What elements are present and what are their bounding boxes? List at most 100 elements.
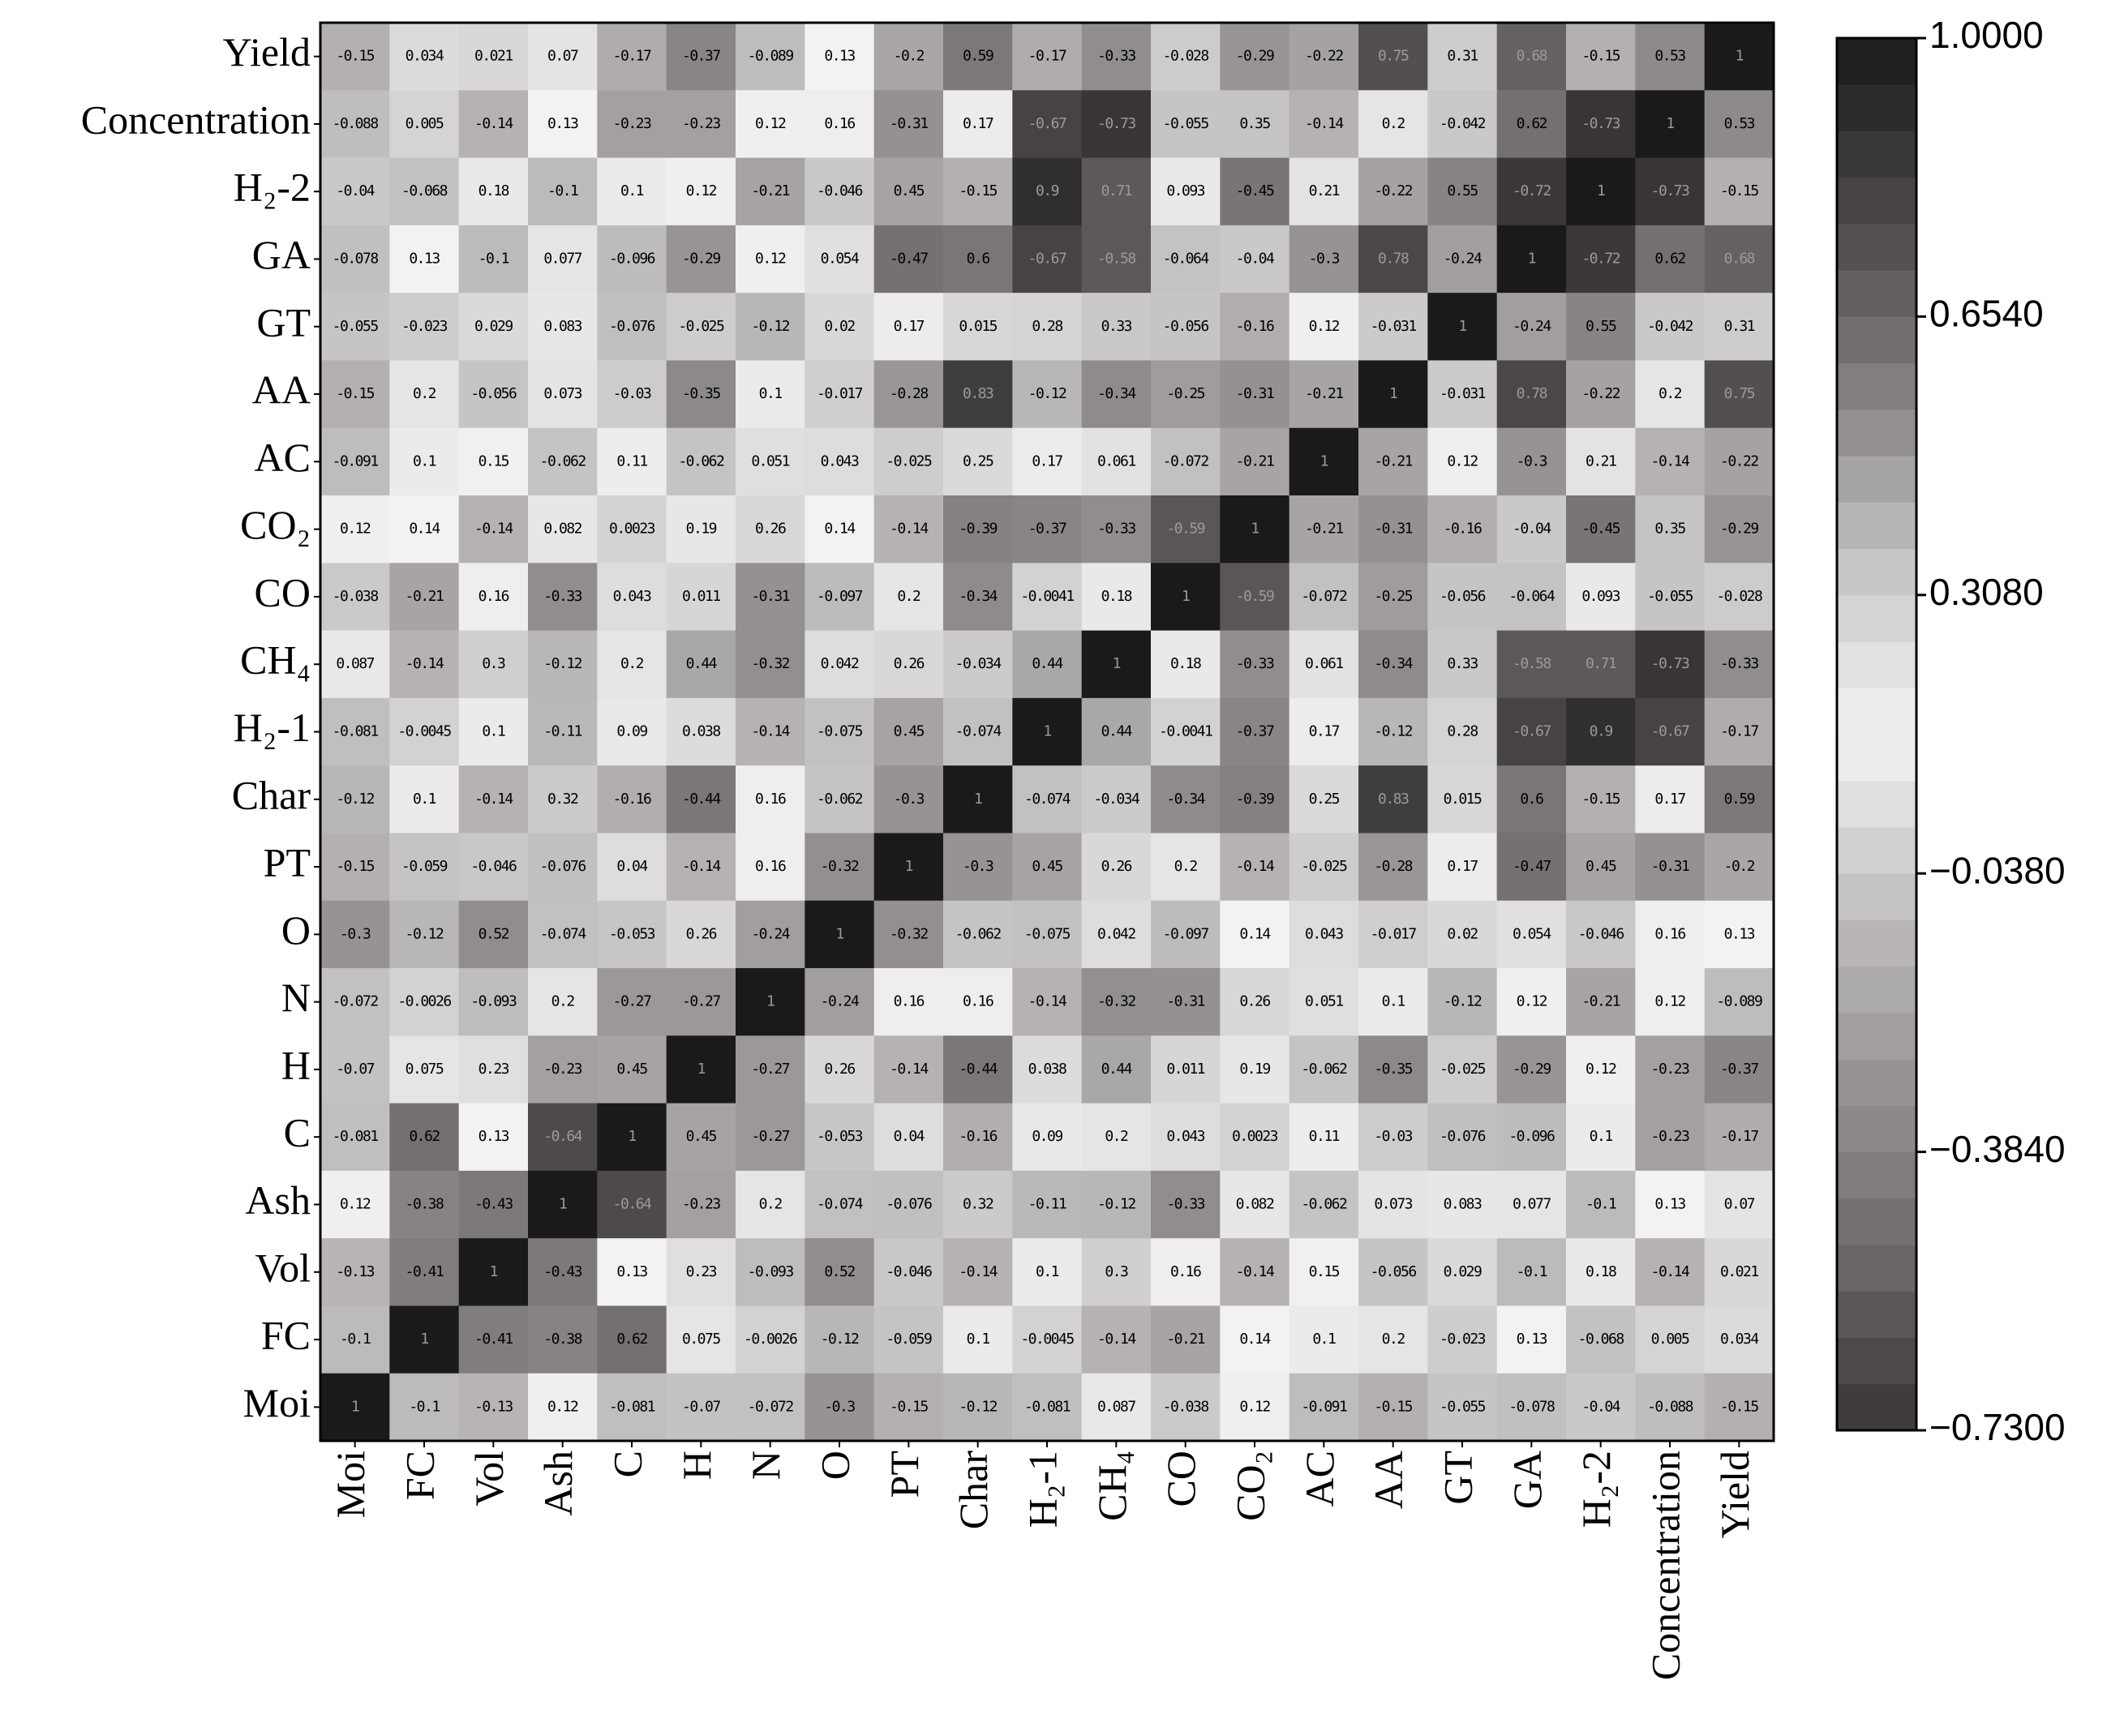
cell xyxy=(1081,1238,1152,1306)
x-tick-label: H xyxy=(674,1451,719,1480)
x-tick-label: PT xyxy=(882,1451,927,1498)
cell-label: -0.23 xyxy=(682,115,720,132)
cell xyxy=(736,360,805,429)
cell-label: -0.73 xyxy=(1651,655,1689,672)
cell-label: -0.67 xyxy=(1028,115,1066,132)
cell xyxy=(528,1170,598,1239)
cell xyxy=(1635,1373,1706,1442)
cell xyxy=(873,563,944,632)
cell-label: -0.22 xyxy=(1305,48,1343,65)
cell-label: -0.15 xyxy=(336,858,374,875)
cell-label: 0.55 xyxy=(1447,182,1478,199)
cell-label: -0.24 xyxy=(1513,318,1551,335)
cell xyxy=(1289,900,1359,969)
colorbar-band xyxy=(1837,1151,1916,1199)
cell xyxy=(320,1170,390,1239)
cell-label: -0.17 xyxy=(1028,48,1066,65)
colorbar-band xyxy=(1837,780,1916,828)
cell-label: 0.45 xyxy=(686,1128,717,1145)
cell xyxy=(1704,833,1774,902)
cell xyxy=(1012,1170,1083,1239)
cell xyxy=(1151,765,1221,834)
cell xyxy=(1566,1170,1636,1239)
cell-label: -0.31 xyxy=(890,115,928,132)
cell xyxy=(1081,630,1152,699)
cell-label: 0.12 xyxy=(340,521,371,538)
cell xyxy=(1220,225,1290,294)
cell-label: 0.16 xyxy=(963,993,993,1010)
cell-label: -0.14 xyxy=(890,1061,928,1078)
cell-label: -0.072 xyxy=(748,1398,794,1415)
cell xyxy=(1496,1305,1567,1374)
cell xyxy=(1496,968,1567,1036)
cell xyxy=(1427,833,1498,902)
cell-label: 0.2 xyxy=(1105,1128,1128,1145)
cell-label: 0.075 xyxy=(682,1331,720,1348)
cell-label: -0.38 xyxy=(406,1196,444,1213)
cell-label: 0.12 xyxy=(755,115,786,132)
colorbar-tick-label: −0.7300 xyxy=(1929,1406,2066,1448)
x-tick-label: Vol xyxy=(466,1451,512,1507)
cell xyxy=(666,90,736,159)
cell-label: -0.15 xyxy=(959,182,997,199)
cell xyxy=(805,765,875,834)
cell-label: -0.12 xyxy=(821,1331,859,1348)
x-tick-label: Moi xyxy=(328,1451,373,1518)
cell xyxy=(1289,968,1359,1036)
cell xyxy=(1220,765,1290,834)
cell-label: -0.15 xyxy=(1374,1398,1412,1415)
cell-label: 0.83 xyxy=(963,385,993,402)
cell-label: -0.028 xyxy=(1716,588,1762,605)
cell-label: -0.22 xyxy=(1374,182,1412,199)
cell-label: -0.046 xyxy=(886,1263,932,1280)
cell xyxy=(1635,90,1706,159)
cell-label: 0.52 xyxy=(824,1263,855,1280)
cell xyxy=(320,1035,390,1104)
x-tick-label: GA xyxy=(1504,1451,1550,1509)
cell-label: -0.14 xyxy=(474,115,513,132)
cell xyxy=(1704,157,1774,226)
cell xyxy=(1635,157,1706,226)
cell-label: -0.064 xyxy=(1508,588,1555,605)
cell-label: -0.72 xyxy=(1513,182,1551,199)
cell-label: -0.076 xyxy=(540,858,586,875)
colorbar-band xyxy=(1837,223,1916,271)
cell-label: -0.076 xyxy=(886,1196,932,1213)
cell-label: -0.31 xyxy=(1166,993,1204,1010)
cell-label: 0.3 xyxy=(482,655,505,672)
cell xyxy=(805,1170,875,1239)
cell xyxy=(1081,495,1152,564)
cell xyxy=(666,1035,736,1104)
cell xyxy=(389,157,460,226)
colorbar-band xyxy=(1837,919,1916,967)
cell-label: 0.2 xyxy=(1659,385,1682,402)
cell-label: -0.17 xyxy=(613,48,651,65)
colorbar-band xyxy=(1837,966,1916,1014)
cell xyxy=(1012,968,1083,1036)
cell-label: -0.15 xyxy=(1720,1398,1758,1415)
cell xyxy=(943,225,1013,294)
cell-label: -0.33 xyxy=(1097,48,1135,65)
cell-label: -0.16 xyxy=(1444,521,1482,538)
cell-label: 0.23 xyxy=(478,1061,509,1078)
cell-label: 0.12 xyxy=(686,182,717,199)
cell-label: -0.074 xyxy=(817,1196,863,1213)
cell xyxy=(943,968,1013,1036)
colorbar-band xyxy=(1837,1337,1916,1385)
cell xyxy=(1635,630,1706,699)
cell-label: -0.3 xyxy=(894,791,925,808)
cell xyxy=(666,427,736,496)
colorbar-band xyxy=(1837,1198,1916,1245)
y-tick-label: CO₂ xyxy=(240,502,311,547)
cell-label: -0.73 xyxy=(1651,182,1689,199)
cell-label: 0.68 xyxy=(1517,48,1547,65)
cell xyxy=(666,630,736,699)
cell-label: 0.1 xyxy=(1382,993,1405,1010)
cell-label: 0.12 xyxy=(1586,1061,1616,1078)
cell xyxy=(320,495,390,564)
cell-label: -0.39 xyxy=(959,521,997,538)
cell-label: 0.16 xyxy=(1654,925,1685,942)
cell-label: 1 xyxy=(1528,251,1536,268)
cell xyxy=(1635,427,1706,496)
